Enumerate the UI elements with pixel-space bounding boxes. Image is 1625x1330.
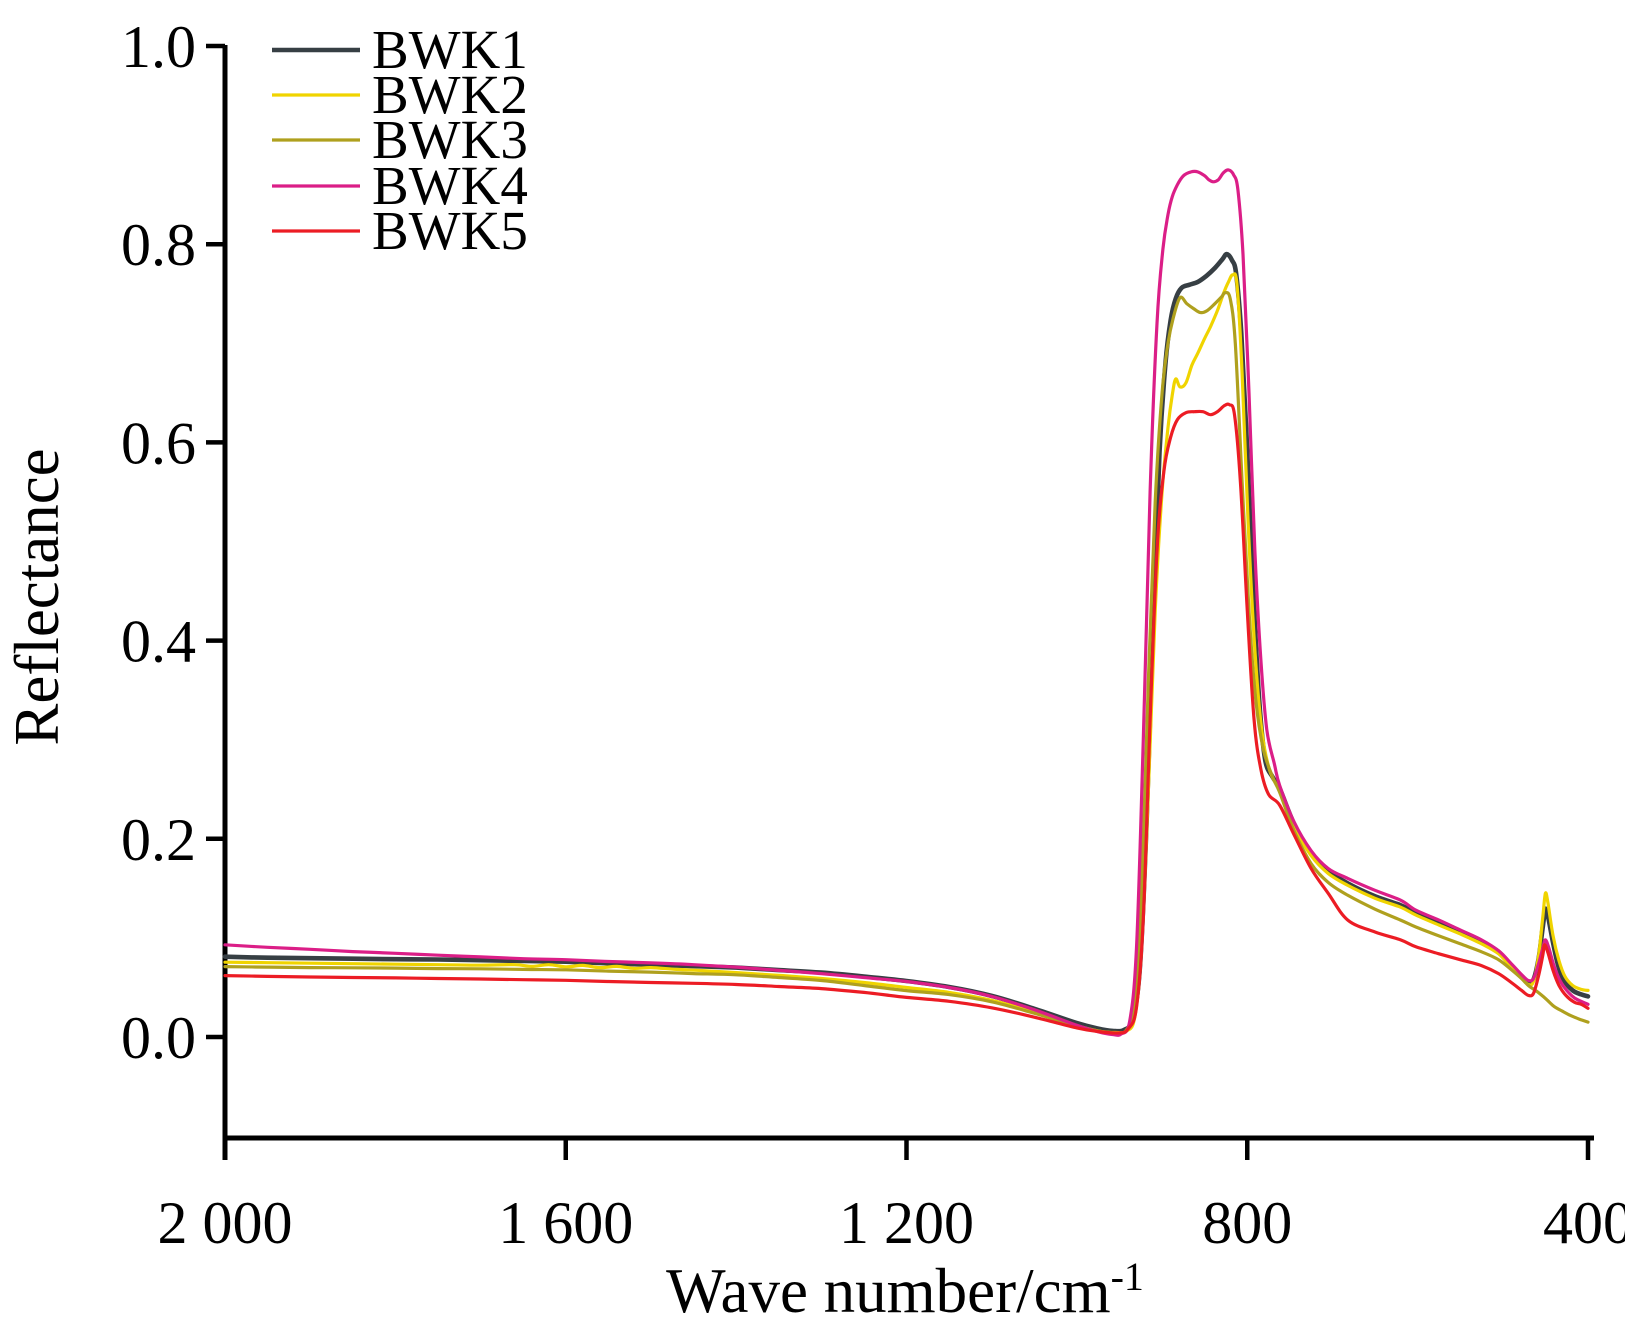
y-tick-label: 0.0: [121, 1005, 196, 1071]
x-tick-label: 2 000: [158, 1190, 293, 1256]
x-axis-tick-labels: 2 000 1 600 1 200 800 400: [158, 1190, 1625, 1256]
plot-series-lines: [225, 170, 1588, 1035]
x-tick-label: 400: [1543, 1190, 1625, 1256]
series-line-bwk1: [225, 254, 1588, 1031]
series-line-bwk4: [225, 170, 1588, 1035]
legend-item-bwk5: BWK5: [272, 200, 528, 261]
y-tick-label: 0.6: [121, 410, 196, 476]
y-axis-tick-labels: 1.0 0.8 0.6 0.4 0.2 0.0: [121, 14, 196, 1071]
x-tick-label: 1 600: [498, 1190, 633, 1256]
series-line-bwk5: [225, 404, 1588, 1033]
y-tick-label: 1.0: [121, 14, 196, 80]
y-tick-label: 0.2: [121, 807, 196, 873]
y-tick-label: 0.4: [121, 609, 196, 675]
legend-label-bwk5: BWK5: [372, 200, 528, 261]
series-line-bwk3: [225, 293, 1588, 1034]
x-axis-title: Wave number/cm-1: [666, 1254, 1144, 1325]
y-axis-ticks: [206, 46, 225, 1037]
legend: BWK1 BWK2 BWK3 BWK4 BWK5: [272, 19, 528, 261]
x-tick-label: 1 200: [839, 1190, 974, 1256]
x-axis-title-main: Wave number/cm: [666, 1256, 1111, 1325]
x-tick-label: 800: [1202, 1190, 1292, 1256]
x-axis-ticks: [225, 1138, 1588, 1160]
series-line-bwk2: [225, 274, 1588, 1033]
y-axis-title: Reflectance: [2, 448, 72, 745]
axes: 1.0 0.8 0.6 0.4 0.2 0.0 2 000 1 600 1 200 800 400: [121, 14, 1625, 1256]
x-axis-title-superscript: -1: [1111, 1254, 1144, 1299]
y-tick-label: 0.8: [121, 212, 196, 278]
